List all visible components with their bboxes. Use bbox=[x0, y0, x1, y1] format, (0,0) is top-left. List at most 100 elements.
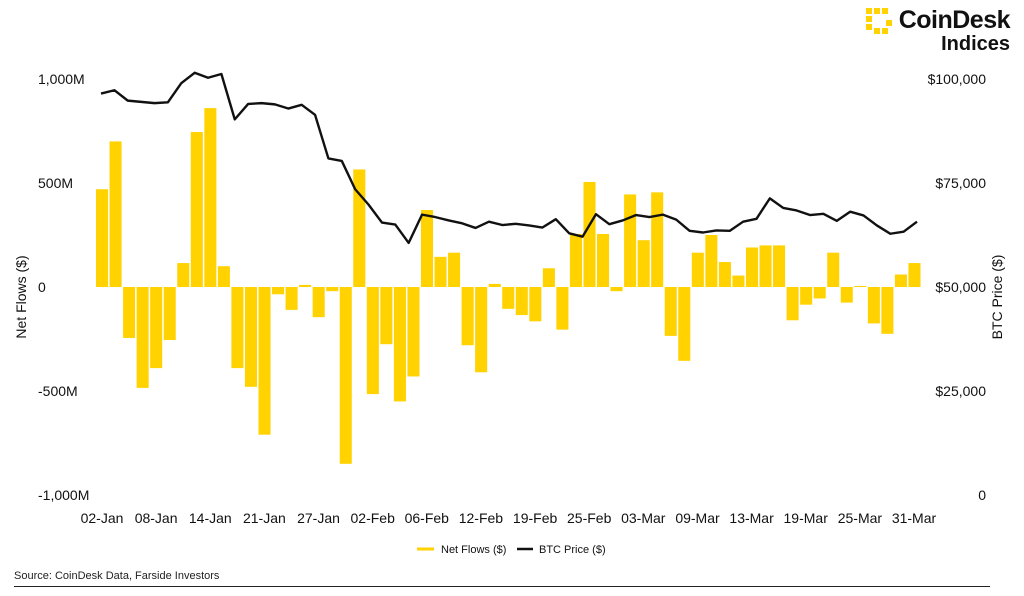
net-flow-bar bbox=[556, 287, 569, 330]
x-tick-label: 02-Feb bbox=[351, 510, 396, 526]
net-flow-bar bbox=[272, 287, 285, 295]
y-left-tick-label: 0 bbox=[38, 279, 46, 295]
net-flow-bar bbox=[800, 287, 813, 305]
net-flow-bar bbox=[542, 268, 555, 287]
net-flow-bar bbox=[773, 245, 786, 287]
net-flow-bar bbox=[881, 287, 894, 334]
net-flow-bar bbox=[908, 263, 921, 287]
net-flow-bar bbox=[123, 287, 136, 338]
net-flow-bar bbox=[217, 266, 230, 287]
x-tick-label: 12-Feb bbox=[459, 510, 504, 526]
x-tick-label: 08-Jan bbox=[135, 510, 178, 526]
x-tick-label: 13-Mar bbox=[729, 510, 774, 526]
legend-net-flows-label: Net Flows ($) bbox=[441, 544, 506, 556]
y-right-tick-labels: $100,000 $75,000 $50,000 $25,000 0 bbox=[928, 71, 987, 503]
net-flow-bar bbox=[190, 132, 203, 287]
coindesk-logo-icon bbox=[865, 7, 892, 34]
net-flow-bar bbox=[664, 287, 677, 336]
net-flow-bar bbox=[204, 108, 217, 288]
net-flow-bar bbox=[244, 287, 257, 387]
net-flow-bar bbox=[420, 210, 434, 287]
net-flow-bar bbox=[597, 233, 610, 287]
net-flow-bar bbox=[651, 192, 664, 287]
net-flow-bar bbox=[339, 287, 352, 464]
net-flow-bar bbox=[759, 245, 772, 287]
x-tick-label: 03-Mar bbox=[621, 510, 666, 526]
net-flow-bar bbox=[461, 287, 474, 346]
net-flow-bar bbox=[109, 141, 122, 287]
logo-subtitle: Indices bbox=[941, 33, 1010, 55]
net-flows-bars bbox=[96, 108, 921, 464]
x-tick-label: 27-Jan bbox=[297, 510, 340, 526]
net-flow-bar bbox=[163, 287, 176, 341]
y-left-tick-label: 500M bbox=[38, 175, 73, 191]
net-flow-bar bbox=[515, 287, 528, 316]
x-tick-label: 09-Mar bbox=[675, 510, 720, 526]
net-flow-bar bbox=[366, 287, 379, 395]
x-tick-labels: 02-Jan 08-Jan 14-Jan 21-Jan 27-Jan 02-Feb 06-F… bbox=[81, 510, 937, 526]
net-flow-bar bbox=[610, 287, 623, 292]
net-flow-bar bbox=[326, 287, 339, 292]
net-flow-bar bbox=[813, 287, 826, 299]
x-tick-label: 14-Jan bbox=[189, 510, 232, 526]
net-flow-bar bbox=[854, 285, 867, 287]
y-right-axis-title: BTC Price ($) bbox=[989, 255, 1005, 340]
net-flow-bar bbox=[488, 283, 501, 287]
x-tick-label: 19-Feb bbox=[513, 510, 558, 526]
net-flow-bar bbox=[583, 181, 596, 287]
net-flow-bar bbox=[312, 287, 325, 318]
x-tick-label: 19-Mar bbox=[784, 510, 829, 526]
y-right-tick-label: $75,000 bbox=[935, 175, 986, 191]
net-flow-bar bbox=[624, 194, 637, 287]
net-flow-bar bbox=[393, 287, 406, 402]
net-flow-bar bbox=[529, 287, 542, 322]
net-flow-bar bbox=[285, 287, 298, 310]
y-left-tick-label: -1,000M bbox=[38, 487, 89, 503]
x-tick-label: 02-Jan bbox=[81, 510, 124, 526]
net-flow-bar bbox=[732, 275, 745, 287]
y-left-tick-labels: 1,000M 500M 0 -500M -1,000M bbox=[38, 71, 89, 503]
x-tick-label: 21-Jan bbox=[243, 510, 286, 526]
net-flow-bar bbox=[299, 284, 312, 287]
y-right-tick-label: $25,000 bbox=[935, 383, 986, 399]
net-flow-bar bbox=[637, 240, 650, 287]
x-tick-label: 25-Feb bbox=[567, 510, 612, 526]
y-right-tick-label: $100,000 bbox=[928, 71, 987, 87]
net-flow-bar bbox=[177, 263, 190, 287]
net-flow-bar bbox=[475, 287, 488, 373]
y-right-tick-label: 0 bbox=[978, 487, 986, 503]
legend-btc-price-label: BTC Price ($) bbox=[539, 544, 606, 556]
footer-divider bbox=[14, 586, 990, 587]
net-flow-bar bbox=[380, 287, 393, 345]
net-flow-bar bbox=[867, 287, 880, 324]
x-tick-label: 25-Mar bbox=[838, 510, 883, 526]
net-flow-bar bbox=[705, 235, 718, 287]
net-flow-bar bbox=[827, 252, 840, 287]
logo-name: CoinDesk bbox=[898, 6, 1011, 34]
coindesk-indices-logo: CoinDesk Indices bbox=[865, 6, 1011, 56]
y-left-tick-label: -500M bbox=[38, 383, 78, 399]
net-flow-bar bbox=[691, 252, 704, 287]
net-flow-bar bbox=[434, 256, 447, 287]
net-flow-bar bbox=[407, 287, 420, 377]
net-flow-bar bbox=[718, 262, 731, 287]
btc-price-line bbox=[100, 71, 918, 245]
net-flow-bar bbox=[150, 287, 163, 369]
net-flow-bar bbox=[569, 233, 582, 287]
net-flow-bar bbox=[448, 252, 461, 287]
net-flow-bar bbox=[678, 287, 691, 361]
net-flow-bar bbox=[96, 189, 109, 287]
legend: Net Flows ($) BTC Price ($) bbox=[417, 544, 606, 556]
net-flow-bar bbox=[258, 287, 271, 435]
source-note: Source: CoinDesk Data, Farside Investors bbox=[14, 570, 220, 582]
net-flow-bar bbox=[502, 287, 515, 309]
net-flow-bar bbox=[745, 247, 759, 287]
net-flow-bar bbox=[231, 287, 244, 369]
y-left-tick-label: 1,000M bbox=[38, 71, 85, 87]
x-tick-label: 31-Mar bbox=[892, 510, 937, 526]
net-flow-bar bbox=[840, 287, 853, 303]
y-left-axis-title: Net Flows ($) bbox=[13, 255, 29, 338]
net-flow-bar bbox=[894, 274, 907, 287]
y-right-tick-label: $50,000 bbox=[935, 279, 986, 295]
